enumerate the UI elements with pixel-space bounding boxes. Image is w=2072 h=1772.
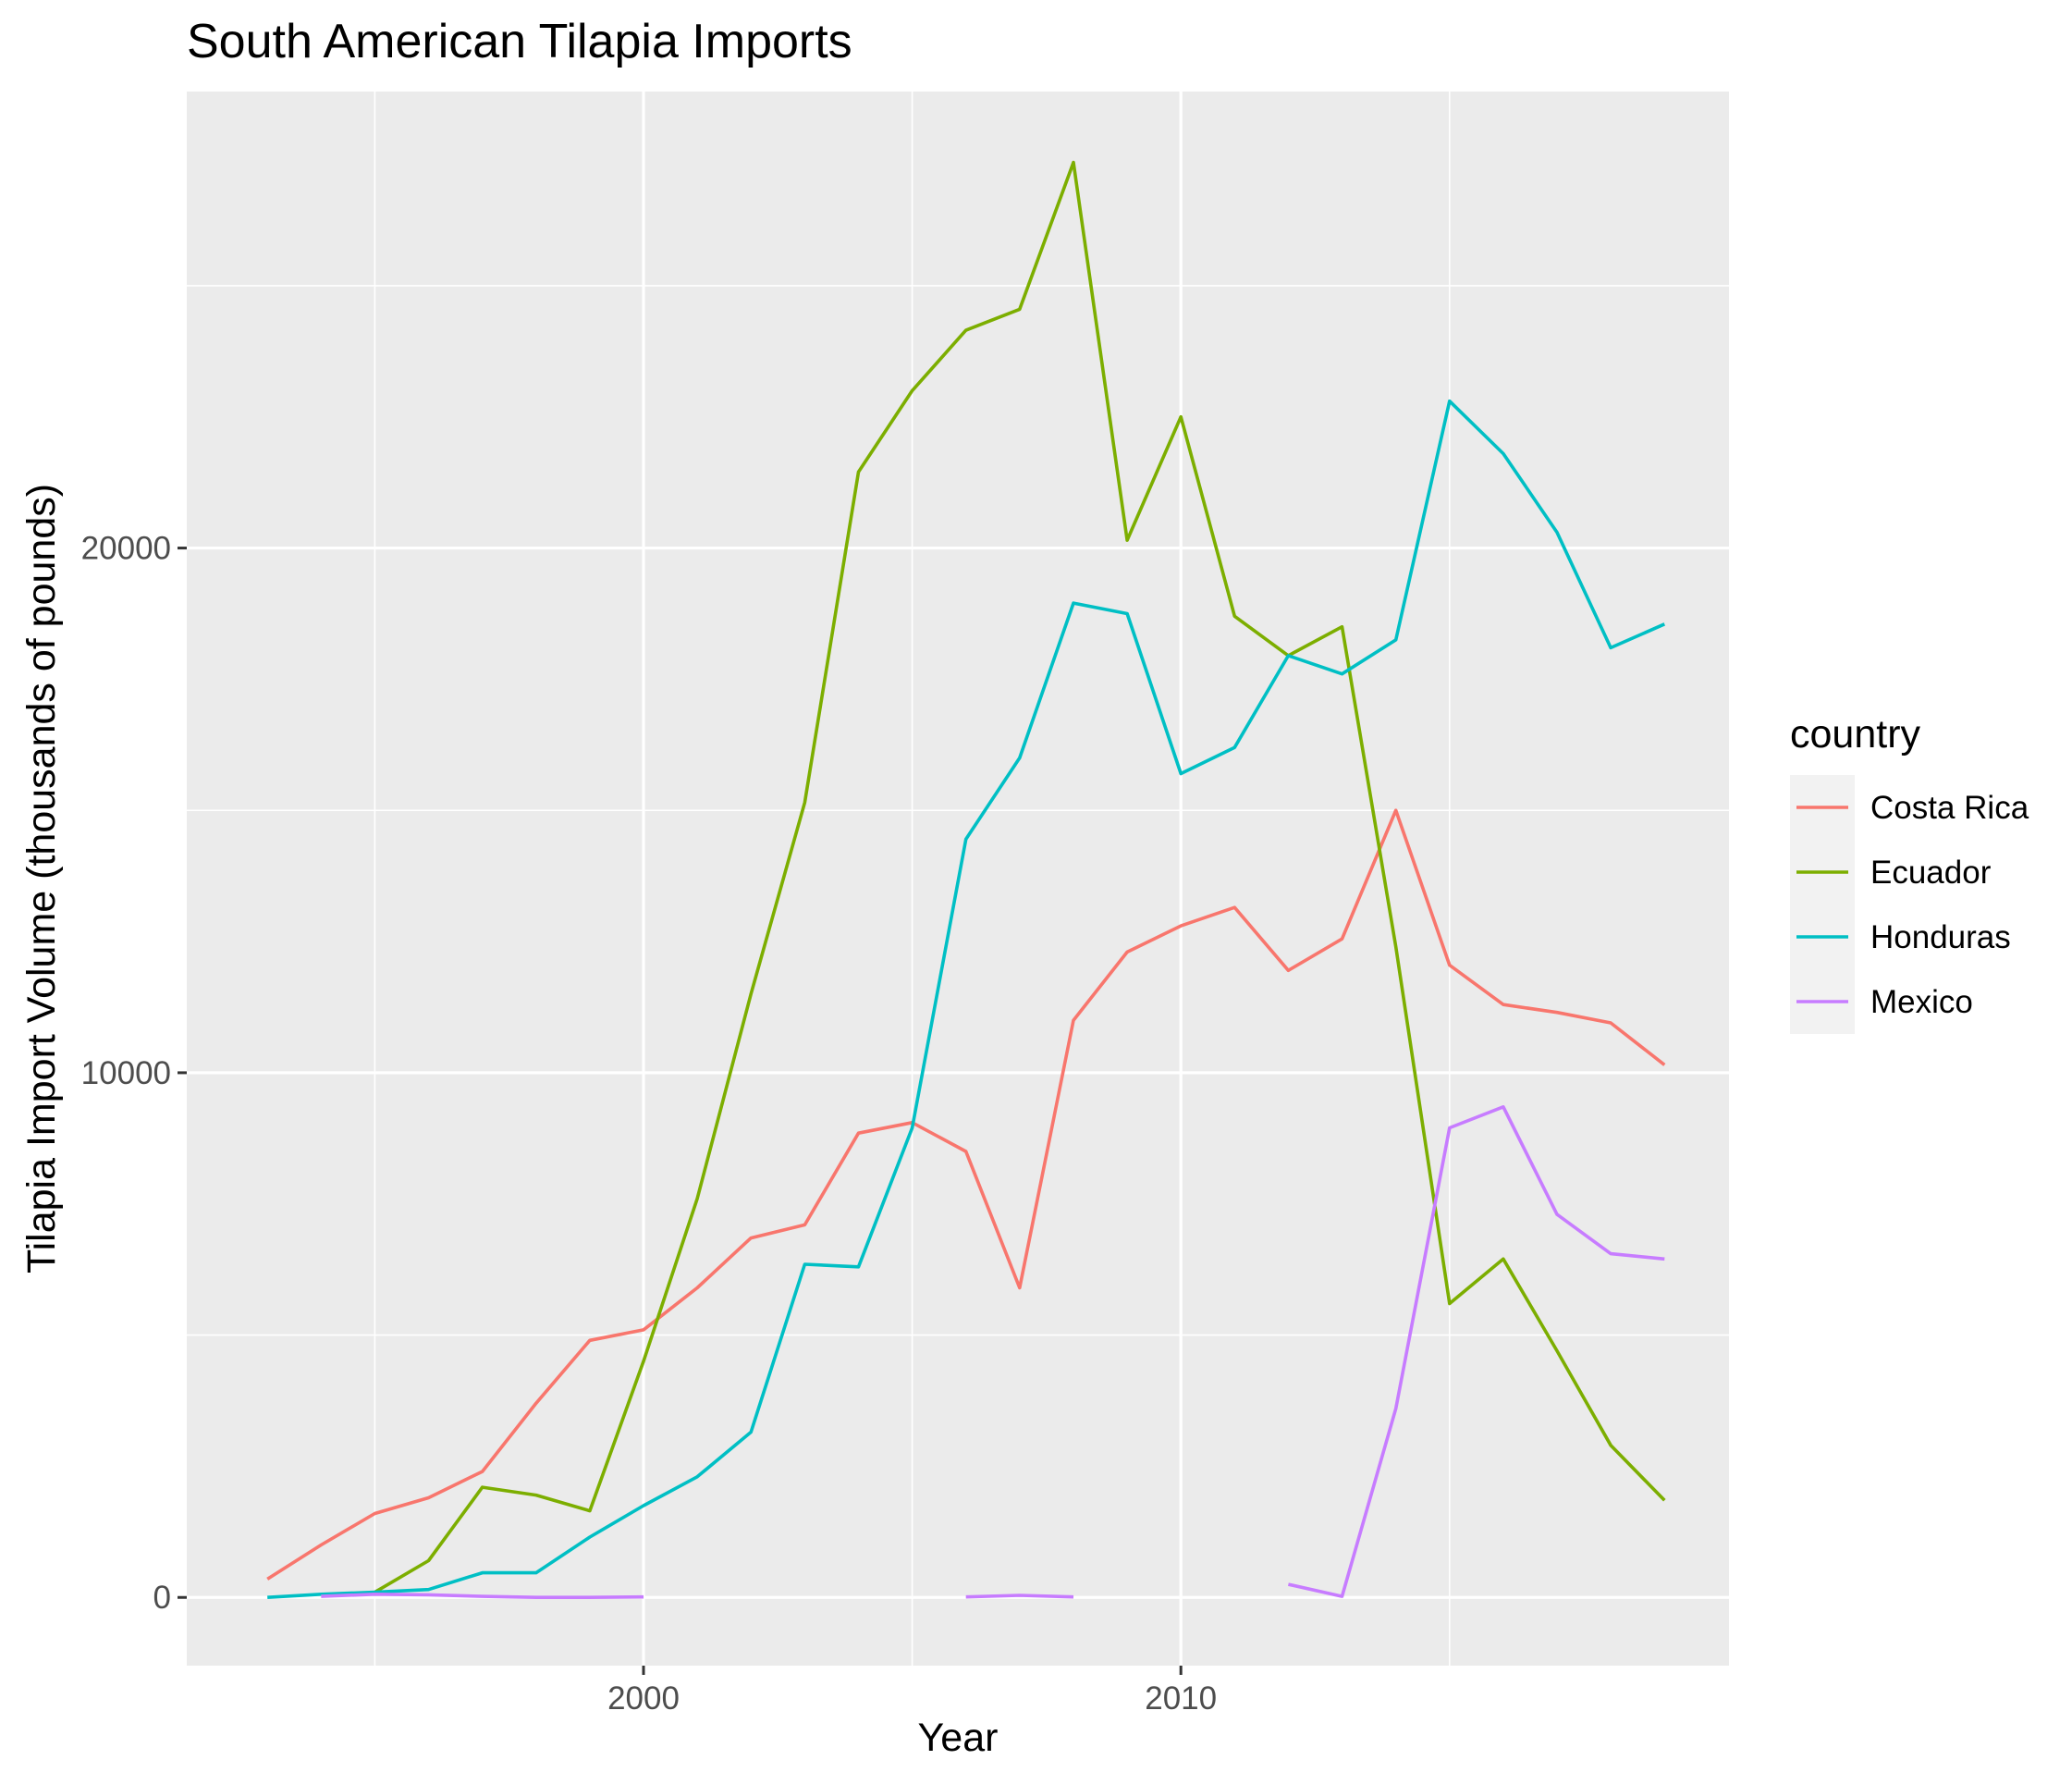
series-lines: [266, 160, 1666, 1599]
major-gridlines: [187, 92, 1729, 1666]
x-tick-label: 2000: [607, 1680, 680, 1717]
y-axis-title: Tilapia Import Volume (thousands of poun…: [19, 484, 64, 1274]
series-line-ecuador: [374, 160, 1666, 1594]
legend-label-costa-rica: Costa Rica: [1870, 790, 2029, 826]
series-line-honduras: [267, 399, 1666, 1599]
legend-label-mexico: Mexico: [1870, 984, 1973, 1020]
x-axis-title: Year: [918, 1716, 999, 1760]
y-tick-label: 10000: [81, 1055, 171, 1091]
legend-label-ecuador: Ecuador: [1870, 855, 1992, 891]
y-tick-labels: 0 10000 20000: [81, 531, 171, 1617]
x-tick-labels: 2000 2010: [607, 1680, 1217, 1717]
series-line-mexico: [1288, 1105, 1665, 1598]
series-line-costa-rica: [266, 808, 1666, 1581]
legend: country Costa Rica Ecuador Honduras Mexico: [1790, 712, 2029, 1034]
x-tick-label: 2010: [1145, 1680, 1217, 1717]
y-tick-label: 0: [153, 1580, 171, 1616]
y-tick-label: 20000: [81, 531, 171, 567]
legend-items: Costa Rica Ecuador Honduras Mexico: [1790, 775, 2029, 1034]
legend-label-honduras: Honduras: [1870, 919, 2011, 955]
series-line-mexico: [965, 1594, 1074, 1599]
legend-key-background: [1790, 775, 1855, 1034]
series-line-mexico: [321, 1593, 644, 1599]
axis-ticks: [178, 547, 1183, 1675]
chart-title: South American Tilapia Imports: [187, 15, 852, 68]
legend-title: country: [1790, 712, 1921, 757]
minor-gridlines: [187, 92, 1729, 1666]
